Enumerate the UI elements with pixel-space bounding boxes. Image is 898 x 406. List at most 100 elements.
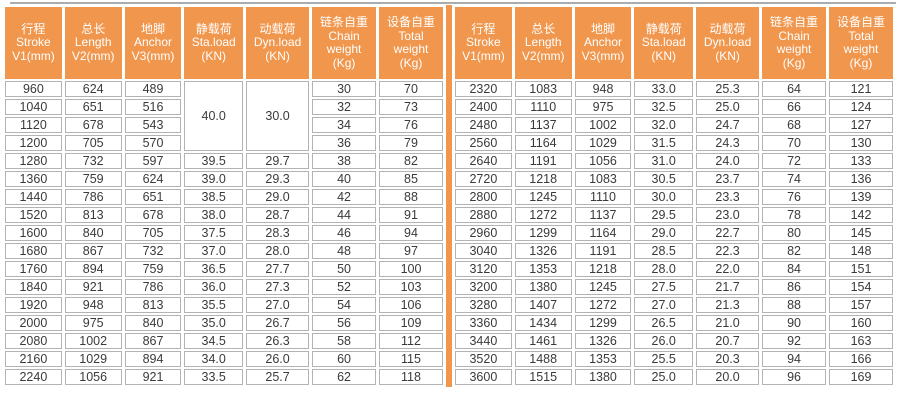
spec-cell: 570 xyxy=(124,135,182,151)
column-header-line: Stroke xyxy=(466,35,501,50)
column-header-4: 静载荷 Sta.load (KN) xyxy=(634,7,694,79)
spec-cell: 3200 xyxy=(455,279,512,295)
spec-cell: 73 xyxy=(379,99,443,115)
column-header-line: Anchor xyxy=(133,35,172,50)
table-row: 3440 1461 1326 26.0 20.7 92 163 xyxy=(455,333,893,349)
spec-cell: 867 xyxy=(64,243,122,259)
spec-cell: 35.0 xyxy=(184,315,244,331)
spec-cell: 29.7 xyxy=(246,153,310,169)
table-body: 2320 1083 948 33.0 25.3 64 121 2400 1110 975 32.5 2… xyxy=(455,81,893,385)
spec-cell: 1380 xyxy=(514,279,572,295)
column-header-line: 动载荷 xyxy=(259,21,296,36)
spec-cell: 24.3 xyxy=(696,135,760,151)
spec-cell: 79 xyxy=(379,135,443,151)
column-header-line: Total xyxy=(848,28,874,43)
table-row: 2640 1191 1056 31.0 24.0 72 133 xyxy=(455,153,893,169)
spec-cell: 651 xyxy=(124,189,182,205)
spec-cell: 2080 xyxy=(5,333,62,349)
spec-cell: 2400 xyxy=(455,99,512,115)
spec-cell: 27.7 xyxy=(246,261,310,277)
spec-cell: 894 xyxy=(64,261,122,277)
spec-cell: 27.5 xyxy=(634,279,694,295)
column-header-line: Chain xyxy=(328,28,360,43)
spec-cell: 597 xyxy=(124,153,182,169)
spec-cell: 36.0 xyxy=(184,279,244,295)
spec-cell: 58 xyxy=(312,333,377,349)
column-header-line: (Kg) xyxy=(849,55,873,70)
spec-cell: 3040 xyxy=(455,243,512,259)
spec-cell: 24.0 xyxy=(696,153,760,169)
spec-cell: 516 xyxy=(124,99,182,115)
column-header-line: 行程 xyxy=(21,21,46,36)
spec-cell: 921 xyxy=(124,369,182,385)
table-row: 2320 1083 948 33.0 25.3 64 121 xyxy=(455,81,893,97)
spec-cell: 154 xyxy=(829,279,893,295)
column-header-line: V1(mm) xyxy=(12,48,55,63)
spec-cell: 24.7 xyxy=(696,117,760,133)
column-header-line: 静载荷 xyxy=(195,21,232,36)
column-header-4: 静载荷 Sta.load (KN) xyxy=(184,7,244,79)
spec-cell: 80 xyxy=(762,225,827,241)
table-row: 3200 1380 1245 27.5 21.7 86 154 xyxy=(455,279,893,295)
spec-cell: 2720 xyxy=(455,171,512,187)
spec-cell: 2000 xyxy=(5,315,62,331)
spec-cell: 1280 xyxy=(5,153,62,169)
spec-cell: 30 xyxy=(312,81,377,97)
spec-cell: 62 xyxy=(312,369,377,385)
column-header-5: 动载荷 Dyn.load (KN) xyxy=(246,7,310,79)
spec-cell: 76 xyxy=(762,189,827,205)
column-header-line: 地脚 xyxy=(140,21,165,36)
spec-cell: 1164 xyxy=(574,225,632,241)
spec-cell: 109 xyxy=(379,315,443,331)
spec-cell: 22.0 xyxy=(696,261,760,277)
spec-cell: 37.0 xyxy=(184,243,244,259)
spec-cell: 1110 xyxy=(574,189,632,205)
spec-cell: 1137 xyxy=(574,207,632,223)
spec-cell: 1840 xyxy=(5,279,62,295)
spec-cell: 3600 xyxy=(455,369,512,385)
spec-cell: 148 xyxy=(829,243,893,259)
table-divider xyxy=(446,5,452,387)
spec-cell: 92 xyxy=(762,333,827,349)
spec-cell: 31.5 xyxy=(634,135,694,151)
column-header-line: (KN) xyxy=(651,48,677,63)
spec-cell: 678 xyxy=(64,117,122,133)
spec-cell: 2960 xyxy=(455,225,512,241)
spec-cell: 121 xyxy=(829,81,893,97)
spec-cell: 46 xyxy=(312,225,377,241)
spec-cell: 94 xyxy=(762,351,827,367)
column-header-line: Length xyxy=(74,35,112,50)
header-row: 行程 Stroke V1(mm) 总长 Length V2(mm) 地脚 Anchor V3(m… xyxy=(455,7,893,79)
spec-cell: 35.5 xyxy=(184,297,244,313)
table-row: 3600 1515 1380 25.0 20.0 96 169 xyxy=(455,369,893,385)
spec-cell: 894 xyxy=(124,351,182,367)
spec-cell: 2560 xyxy=(455,135,512,151)
column-header-3: 地脚 Anchor V3(mm) xyxy=(574,7,632,79)
spec-cell: 88 xyxy=(762,297,827,313)
spec-cell: 38.0 xyxy=(184,207,244,223)
spec-cell: 921 xyxy=(64,279,122,295)
table-row: 1040 651 516 32 73 xyxy=(5,99,443,115)
spec-cell: 34.5 xyxy=(184,333,244,349)
column-header-line: (KN) xyxy=(265,48,290,63)
spec-cell: 36.5 xyxy=(184,261,244,277)
spec-cell: 76 xyxy=(379,117,443,133)
spec-cell: 1272 xyxy=(514,207,572,223)
spec-cell: 1760 xyxy=(5,261,62,277)
table-row: 960 624 489 40.0 30.0 30 70 xyxy=(5,81,443,151)
spec-cell: 64 xyxy=(762,81,827,97)
spec-cell: 1191 xyxy=(514,153,572,169)
spec-cell: 28.5 xyxy=(634,243,694,259)
header-row: 行程 Stroke V1(mm) 总长 Length V2(mm) 地脚 Anchor V3(m… xyxy=(5,7,443,79)
column-header-6: 链条自重 Chain weight (Kg) xyxy=(762,7,827,79)
column-header-line: 静载荷 xyxy=(645,21,682,36)
column-header-line: (Kg) xyxy=(332,55,356,70)
table-header: 行程 Stroke V1(mm) 总长 Length V2(mm) 地脚 Anchor V3(m… xyxy=(455,7,893,79)
top-rule xyxy=(10,2,896,4)
table-row: 1520 813 678 38.0 28.7 44 91 xyxy=(5,207,443,223)
spec-cell: 130 xyxy=(829,135,893,151)
spec-cell: 28.3 xyxy=(246,225,310,241)
spec-cell: 1353 xyxy=(574,351,632,367)
spec-cell: 48 xyxy=(312,243,377,259)
spec-cell: 34 xyxy=(312,117,377,133)
